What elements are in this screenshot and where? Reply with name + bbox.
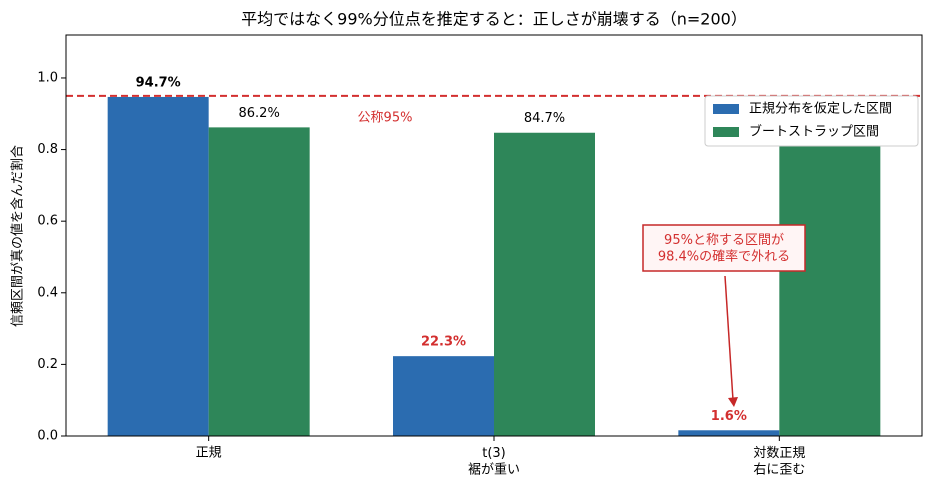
value-label: 84.7% <box>524 111 565 126</box>
plot-frame <box>65 34 923 437</box>
y-tick-label: 0.0 <box>37 429 58 444</box>
bar <box>107 96 209 436</box>
annotation-box <box>642 224 806 272</box>
x-tick-label: 正規 <box>196 446 222 461</box>
legend-label: ブートストラップ区間 <box>749 124 879 140</box>
value-label: 94.7% <box>136 75 181 90</box>
chart-title: 平均ではなく99%分位点を推定すると：正しさが崩壊する（n=200） <box>241 10 747 29</box>
legend-label: 正規分布を仮定した区間 <box>749 102 892 117</box>
bar <box>208 127 310 436</box>
bar <box>678 430 780 436</box>
value-label: 86.2% <box>239 106 280 121</box>
x-tick-label: 対数正規右に歪む <box>753 446 805 477</box>
y-tick-label: 0.2 <box>37 357 58 372</box>
reference-label: 公称95% <box>358 111 413 126</box>
legend-swatch <box>713 127 739 137</box>
y-tick-label: 0.8 <box>37 142 58 157</box>
y-axis-label: 信頼区間が真の値を含んだ割合 <box>10 145 26 327</box>
bar <box>779 135 881 436</box>
legend-box <box>704 95 919 147</box>
annotation-arrow <box>724 275 734 401</box>
annotation-text: 95%と称する区間が 98.4%の確率で外れる <box>658 233 790 264</box>
legend-swatch <box>713 104 739 114</box>
x-tick-label: t(3)裾が重い <box>468 446 520 477</box>
value-label: 1.6% <box>711 409 747 424</box>
y-tick-label: 0.4 <box>37 285 58 300</box>
y-tick-label: 0.6 <box>37 214 58 229</box>
bar <box>494 132 595 436</box>
bar <box>393 356 494 436</box>
value-label: 22.3% <box>421 335 466 350</box>
arrow-head <box>728 397 738 407</box>
y-tick-label: 1.0 <box>37 70 58 85</box>
